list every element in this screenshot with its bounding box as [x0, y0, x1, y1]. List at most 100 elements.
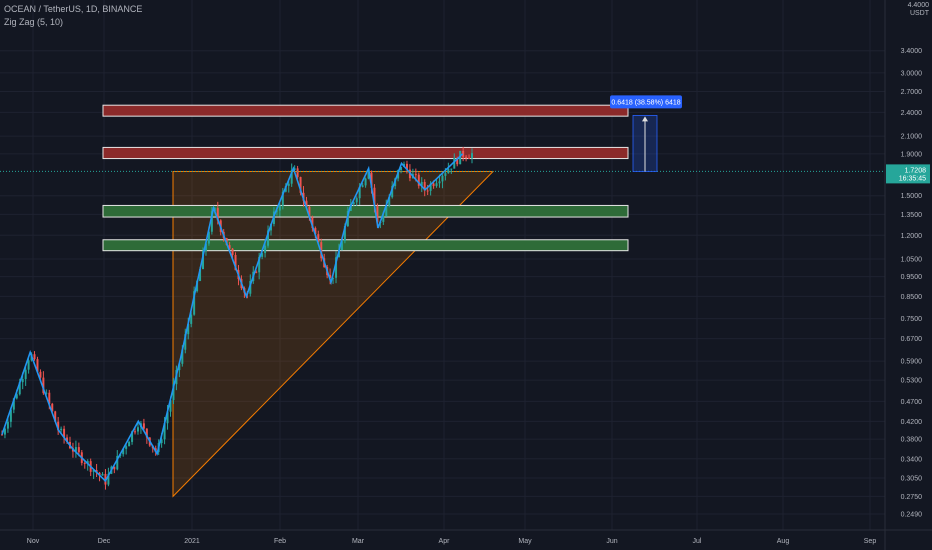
candle: [66, 437, 69, 442]
candle: [261, 253, 264, 257]
candle: [21, 379, 24, 383]
candle: [459, 150, 462, 165]
candle: [45, 392, 48, 394]
y-tick-label: 2.4000: [901, 110, 923, 117]
candle: [355, 198, 358, 203]
candle: [444, 173, 447, 176]
candle: [267, 230, 270, 246]
x-tick-label: Nov: [27, 538, 40, 545]
candle: [450, 168, 453, 170]
candle: [136, 427, 139, 432]
candle: [329, 275, 332, 278]
candle: [426, 190, 429, 192]
candle: [6, 421, 9, 429]
y-tick-label: 0.5900: [901, 359, 923, 366]
candle: [199, 269, 202, 281]
candle: [462, 150, 465, 157]
candle: [216, 208, 219, 221]
candle: [181, 349, 184, 364]
candle: [429, 183, 432, 191]
candle: [275, 210, 278, 212]
candle: [376, 205, 379, 223]
candle: [231, 248, 234, 256]
y-tick-label: 1.2000: [901, 233, 923, 240]
candle: [258, 256, 261, 273]
candle: [1, 434, 3, 436]
candle: [9, 409, 12, 422]
candle: [178, 363, 181, 371]
candle: [101, 473, 104, 476]
candle: [54, 411, 57, 422]
candle: [311, 217, 314, 228]
candle: [373, 187, 376, 206]
candle: [264, 245, 267, 254]
candle: [128, 441, 131, 447]
candle: [456, 157, 459, 165]
x-tick-label: Feb: [274, 538, 286, 545]
y-tick-label: 0.6700: [901, 336, 923, 343]
x-tick-label: Apr: [439, 538, 451, 545]
candle: [388, 197, 391, 206]
candle: [207, 231, 210, 244]
candle: [33, 354, 36, 360]
candle: [314, 227, 317, 235]
candle: [358, 186, 361, 199]
y-tick-label: 0.7500: [901, 316, 923, 323]
candle: [293, 168, 296, 170]
symbol-title: OCEAN / TetherUS, 1D, BINANCE: [4, 4, 143, 14]
candle: [471, 153, 473, 159]
candle: [92, 470, 95, 472]
candle: [83, 462, 86, 464]
y-tick-label: 1.0500: [901, 256, 923, 263]
candle: [414, 174, 417, 176]
axis-currency-top: 4.4000: [908, 2, 930, 9]
candle: [465, 156, 468, 158]
support-zone[interactable]: [102, 239, 629, 252]
candle: [36, 359, 39, 372]
candle: [24, 369, 27, 380]
candle: [417, 174, 420, 186]
candle: [423, 181, 426, 191]
y-tick-label: 0.8500: [901, 294, 923, 301]
resistance-zone[interactable]: [102, 104, 629, 117]
y-tick-label: 0.3400: [901, 456, 923, 463]
x-tick-label: Sep: [864, 538, 877, 545]
x-tick-label: Dec: [98, 538, 111, 545]
price-tag: [886, 164, 930, 184]
candle: [27, 360, 30, 370]
y-tick-label: 1.5000: [901, 193, 923, 200]
candle: [320, 242, 323, 259]
candle: [287, 183, 290, 186]
y-tick-label: 3.0000: [901, 70, 923, 77]
x-tick-label: Jun: [606, 538, 617, 545]
y-tick-label: 0.4700: [901, 399, 923, 406]
candle: [107, 473, 110, 485]
candle: [468, 157, 471, 159]
resistance-zone[interactable]: [102, 146, 629, 160]
candle: [278, 205, 281, 211]
candle: [3, 428, 6, 435]
candle: [86, 461, 89, 464]
candle: [305, 200, 308, 207]
candle: [60, 428, 63, 431]
candle: [116, 455, 119, 470]
price-tag-value: 1.7208: [905, 167, 927, 174]
candle: [142, 423, 145, 429]
candle: [210, 211, 213, 232]
y-tick-label: 0.3800: [901, 437, 923, 444]
candle: [335, 257, 338, 278]
candle: [228, 245, 231, 249]
x-tick-label: Mar: [352, 538, 365, 545]
candle: [370, 172, 373, 188]
support-zone[interactable]: [102, 204, 629, 218]
candle: [367, 172, 370, 179]
price-tag-countdown: 16:35:45: [899, 175, 926, 182]
candle: [193, 291, 196, 315]
candle: [77, 447, 80, 453]
y-tick-label: 0.2490: [901, 512, 923, 519]
x-tick-label: 2021: [184, 538, 200, 545]
indicator-label: Zig Zag (5, 10): [4, 17, 64, 27]
x-tick-label: May: [518, 538, 532, 545]
candle: [352, 202, 355, 204]
